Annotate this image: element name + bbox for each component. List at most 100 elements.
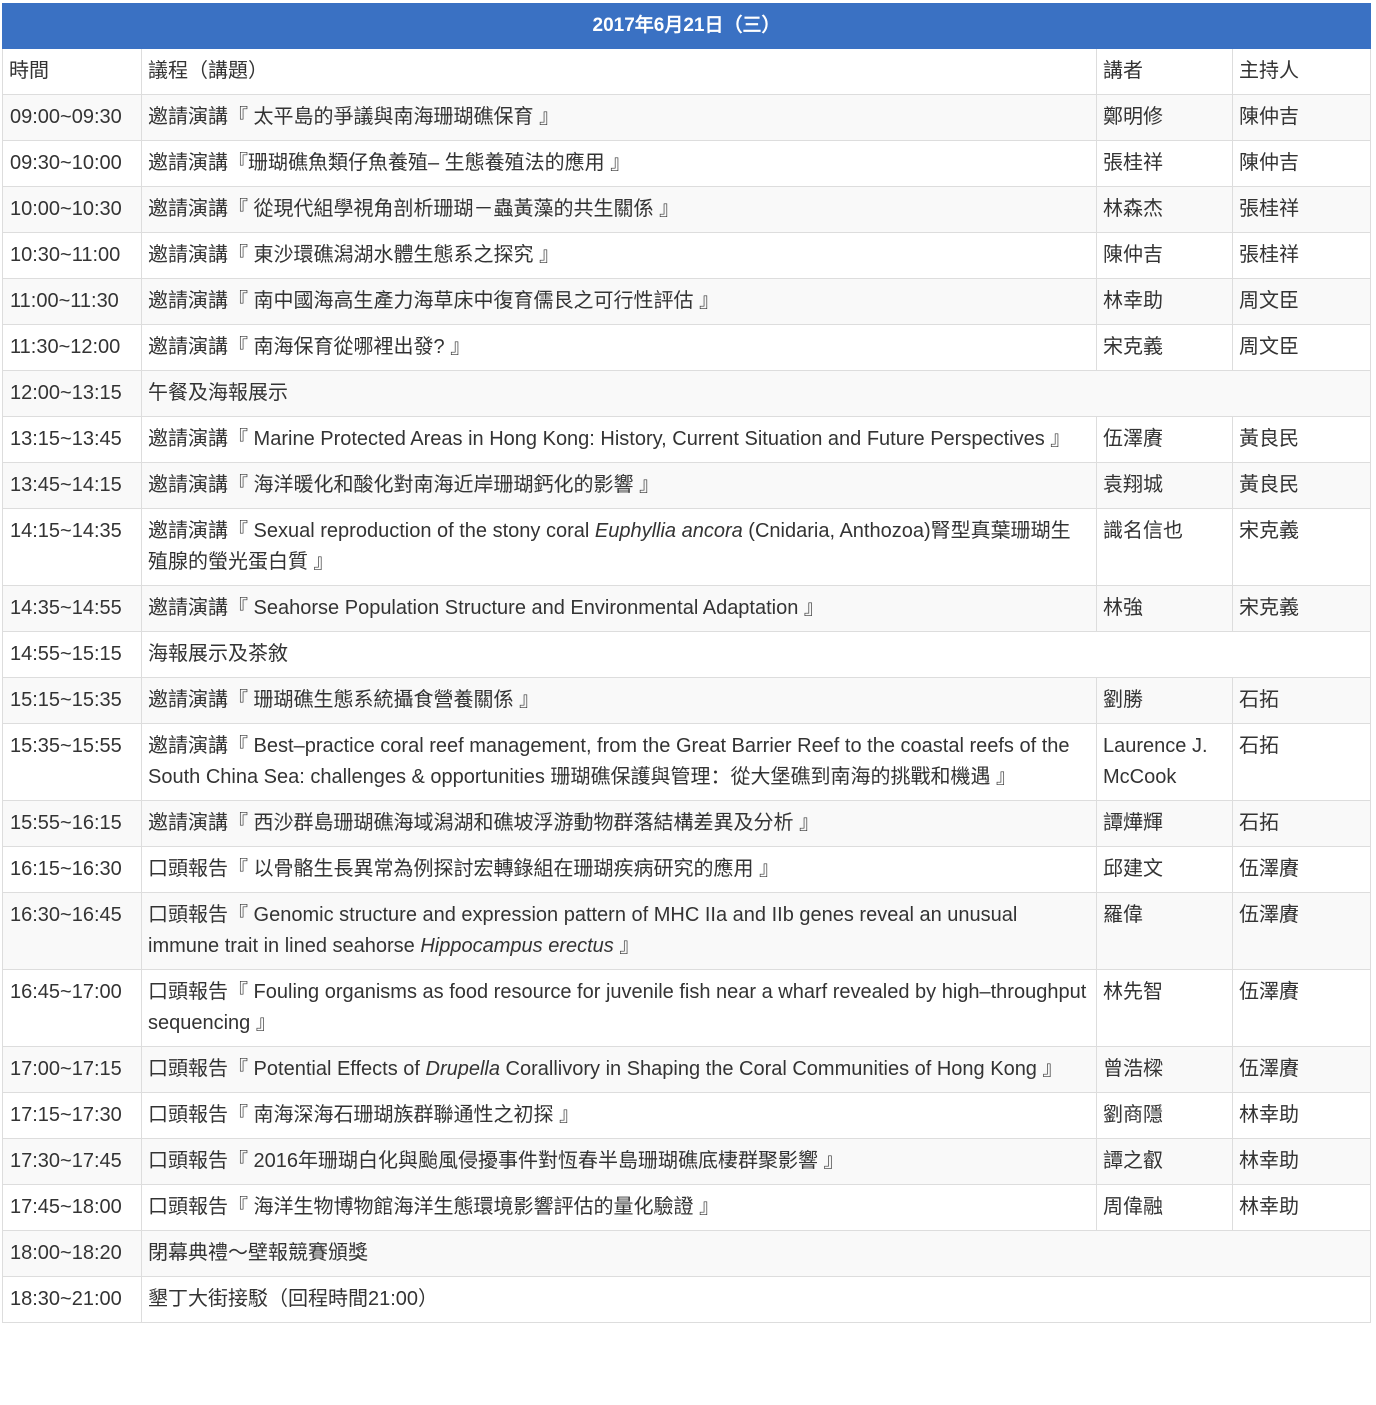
host-cell: 石拓 <box>1231 800 1372 847</box>
column-header-speaker: 講者 <box>1096 48 1233 95</box>
host-cell: 宋克義 <box>1231 508 1372 586</box>
topic-text: (Cnidaria, Anthozoa)腎型真葉珊瑚生殖腺的螢光蛋白質 』 <box>148 520 1071 573</box>
topic-text: 邀請演講『 Seahorse Population Structure and … <box>148 597 824 619</box>
topic-text: 邀請演講『 從現代組學視角剖析珊瑚－蟲黃藻的共生關係 』 <box>148 198 680 220</box>
table-row: 18:30~21:00 墾丁大街接駁（回程時間21:00） <box>2 1276 1372 1323</box>
table-row: 17:30~17:45 口頭報告『 2016年珊瑚白化與颱風侵擾事件對恆春半島珊瑚… <box>2 1138 1372 1185</box>
time-cell: 15:35~15:55 <box>2 723 142 801</box>
topic-cell: 邀請演講『 從現代組學視角剖析珊瑚－蟲黃藻的共生關係 』 <box>141 186 1097 233</box>
host-cell: 陳仲吉 <box>1231 94 1372 141</box>
species-name: Euphyllia ancora <box>594 520 743 542</box>
table-row: 15:15~15:35 邀請演講『 珊瑚礁生態系統攝食營養關係 』 劉勝 石拓 <box>2 677 1372 724</box>
speaker-cell: 邱建文 <box>1096 846 1233 893</box>
host-cell: 林幸助 <box>1231 1138 1372 1185</box>
time-cell: 18:00~18:20 <box>2 1230 142 1277</box>
table-row: 17:00~17:15 口頭報告『 Potential Effects of Dr… <box>2 1046 1372 1093</box>
topic-text: 邀請演講『 Best–practice coral reef managemen… <box>148 735 1070 788</box>
speaker-cell: 張桂祥 <box>1096 140 1233 187</box>
topic-text: 邀請演講『珊瑚礁魚類仔魚養殖– 生態養殖法的應用 』 <box>148 152 631 174</box>
speaker-cell: 周偉融 <box>1096 1184 1233 1231</box>
topic-text: 口頭報告『 以骨骼生長異常為例探討宏轉錄組在珊瑚疾病研究的應用 』 <box>148 858 780 880</box>
time-cell: 15:15~15:35 <box>2 677 142 724</box>
topic-text: 口頭報告『 南海深海石珊瑚族群聯通性之初探 』 <box>148 1104 580 1126</box>
host-cell: 伍澤賡 <box>1231 969 1372 1047</box>
time-cell: 13:15~13:45 <box>2 416 142 463</box>
speaker-cell: 羅偉 <box>1096 892 1233 970</box>
host-cell: 林幸助 <box>1231 1092 1372 1139</box>
speaker-cell: 林先智 <box>1096 969 1233 1047</box>
topic-cell: 口頭報告『 Genomic structure and expression p… <box>141 892 1097 970</box>
topic-text: 口頭報告『 海洋生物博物館海洋生態環境影響評估的量化驗證 』 <box>148 1196 720 1218</box>
host-cell: 周文臣 <box>1231 278 1372 325</box>
topic-cell: 海報展示及茶敘 <box>140 631 1372 678</box>
topic-cell: 口頭報告『 海洋生物博物館海洋生態環境影響評估的量化驗證 』 <box>141 1184 1097 1231</box>
host-cell: 林幸助 <box>1231 1184 1372 1231</box>
topic-cell: 閉幕典禮～壁報競賽頒獎 <box>140 1230 1372 1277</box>
topic-cell: 邀請演講『 西沙群島珊瑚礁海域潟湖和礁坡浮游動物群落結構差異及分析 』 <box>141 800 1097 847</box>
speaker-cell: 林森杰 <box>1096 186 1233 233</box>
topic-text: 邀請演講『 東沙環礁潟湖水體生態系之探究 』 <box>148 244 560 266</box>
table-row: 13:15~13:45 邀請演講『 Marine Protected Areas … <box>2 416 1372 463</box>
table-row: 17:45~18:00 口頭報告『 海洋生物博物館海洋生態環境影響評估的量化驗證 … <box>2 1184 1372 1231</box>
time-cell: 16:30~16:45 <box>2 892 142 970</box>
host-cell: 黃良民 <box>1231 462 1372 509</box>
table-row: 16:30~16:45 口頭報告『 Genomic structure and e… <box>2 892 1372 970</box>
topic-text: 邀請演講『 珊瑚礁生態系統攝食營養關係 』 <box>148 689 540 711</box>
topic-cell: 邀請演講『 東沙環礁潟湖水體生態系之探究 』 <box>141 232 1097 279</box>
topic-text: 閉幕典禮～壁報競賽頒獎 <box>148 1242 368 1264</box>
time-cell: 09:00~09:30 <box>2 94 142 141</box>
host-cell: 陳仲吉 <box>1231 140 1372 187</box>
time-cell: 11:30~12:00 <box>2 324 142 371</box>
time-cell: 15:55~16:15 <box>2 800 142 847</box>
time-cell: 16:45~17:00 <box>2 969 142 1047</box>
speaker-cell: 林幸助 <box>1096 278 1233 325</box>
table-row: 16:15~16:30 口頭報告『 以骨骼生長異常為例探討宏轉錄組在珊瑚疾病研究的… <box>2 846 1372 893</box>
topic-cell: 墾丁大街接駁（回程時間21:00） <box>140 1276 1372 1323</box>
table-row: 13:45~14:15 邀請演講『 海洋暖化和酸化對南海近岸珊瑚鈣化的影響 』 袁翔… <box>2 462 1372 509</box>
speaker-cell: 伍澤賡 <box>1096 416 1233 463</box>
time-cell: 17:45~18:00 <box>2 1184 142 1231</box>
date-title: 2017年6月21日（三） <box>1 3 1372 49</box>
topic-text: 口頭報告『 Potential Effects of <box>148 1058 426 1080</box>
species-name: Drupella <box>425 1058 500 1080</box>
topic-cell: 口頭報告『 以骨骼生長異常為例探討宏轉錄組在珊瑚疾病研究的應用 』 <box>141 846 1097 893</box>
table-row: 12:00~13:15 午餐及海報展示 <box>2 370 1372 417</box>
topic-text: 邀請演講『 南中國海高生產力海草床中復育儒艮之可行性評估 』 <box>148 290 720 312</box>
speaker-cell: 譚燁輝 <box>1096 800 1233 847</box>
time-cell: 12:00~13:15 <box>2 370 142 417</box>
topic-text: 』 <box>613 935 640 957</box>
topic-cell: 邀請演講『珊瑚礁魚類仔魚養殖– 生態養殖法的應用 』 <box>141 140 1097 187</box>
time-cell: 16:15~16:30 <box>2 846 142 893</box>
time-cell: 11:00~11:30 <box>2 278 142 325</box>
table-row: 14:55~15:15 海報展示及茶敘 <box>2 631 1372 678</box>
speaker-cell: 劉商隱 <box>1096 1092 1233 1139</box>
schedule-table: 2017年6月21日（三） 時間 議程（講題） 講者 主持人 09:00~09:… <box>1 3 1372 1323</box>
topic-cell: 邀請演講『 太平島的爭議與南海珊瑚礁保育 』 <box>141 94 1097 141</box>
host-cell: 伍澤賡 <box>1231 846 1372 893</box>
host-cell: 石拓 <box>1231 723 1372 801</box>
speaker-cell: 譚之叡 <box>1096 1138 1233 1185</box>
table-row: 10:30~11:00 邀請演講『 東沙環礁潟湖水體生態系之探究 』 陳仲吉 張桂祥 <box>2 232 1372 279</box>
table-row: 14:15~14:35 邀請演講『 Sexual reproduction of … <box>2 508 1372 586</box>
topic-cell: 邀請演講『 海洋暖化和酸化對南海近岸珊瑚鈣化的影響 』 <box>141 462 1097 509</box>
speaker-cell: 劉勝 <box>1096 677 1233 724</box>
topic-text: 邀請演講『 太平島的爭議與南海珊瑚礁保育 』 <box>148 106 560 128</box>
topic-cell: 口頭報告『 2016年珊瑚白化與颱風侵擾事件對恆春半島珊瑚礁底棲群聚影響 』 <box>141 1138 1097 1185</box>
topic-cell: 口頭報告『 南海深海石珊瑚族群聯通性之初探 』 <box>141 1092 1097 1139</box>
table-row: 16:45~17:00 口頭報告『 Fouling organisms as fo… <box>2 969 1372 1047</box>
time-cell: 14:15~14:35 <box>2 508 142 586</box>
topic-text: 墾丁大街接駁（回程時間21:00） <box>148 1288 439 1310</box>
topic-text: 午餐及海報展示 <box>148 382 288 404</box>
topic-cell: 邀請演講『 南中國海高生產力海草床中復育儒艮之可行性評估 』 <box>141 278 1097 325</box>
topic-cell: 邀請演講『 Sexual reproduction of the stony c… <box>141 508 1097 586</box>
time-cell: 09:30~10:00 <box>2 140 142 187</box>
host-cell: 宋克義 <box>1231 585 1372 632</box>
topic-cell: 邀請演講『 珊瑚礁生態系統攝食營養關係 』 <box>141 677 1097 724</box>
table-row: 11:00~11:30 邀請演講『 南中國海高生產力海草床中復育儒艮之可行性評估 … <box>2 278 1372 325</box>
table-row: 15:35~15:55 邀請演講『 Best–practice coral ree… <box>2 723 1372 801</box>
topic-text: 口頭報告『 2016年珊瑚白化與颱風侵擾事件對恆春半島珊瑚礁底棲群聚影響 』 <box>148 1150 844 1172</box>
table-row: 11:30~12:00 邀請演講『 南海保育從哪裡出發? 』 宋克義 周文臣 <box>2 324 1372 371</box>
table-row: 10:00~10:30 邀請演講『 從現代組學視角剖析珊瑚－蟲黃藻的共生關係 』 林… <box>2 186 1372 233</box>
topic-cell: 邀請演講『 南海保育從哪裡出發? 』 <box>141 324 1097 371</box>
speaker-cell: 陳仲吉 <box>1096 232 1233 279</box>
